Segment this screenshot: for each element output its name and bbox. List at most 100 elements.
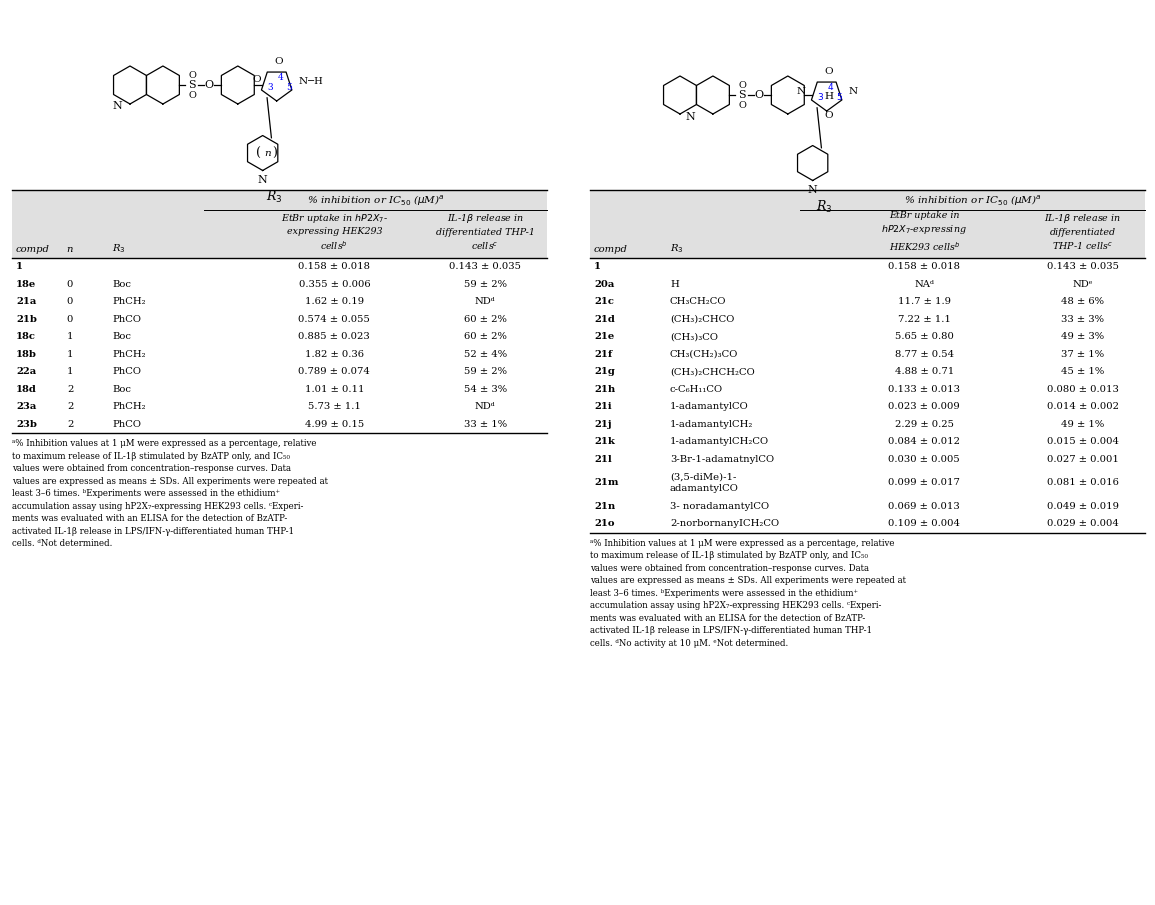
Text: S: S (738, 90, 746, 100)
Text: 45 ± 1%: 45 ± 1% (1061, 367, 1104, 376)
Text: N: N (299, 77, 307, 85)
Text: 2: 2 (67, 402, 73, 411)
Text: 7.22 ± 1.1: 7.22 ± 1.1 (897, 315, 951, 324)
Text: 2.29 ± 0.25: 2.29 ± 0.25 (895, 420, 954, 429)
Text: % inhibition or IC$_{50}$ ($\mu$M)$^a$: % inhibition or IC$_{50}$ ($\mu$M)$^a$ (903, 194, 1042, 208)
Text: 1: 1 (67, 367, 73, 376)
Text: O: O (275, 58, 283, 66)
Text: ): ) (273, 147, 277, 159)
Text: 18e: 18e (16, 280, 36, 289)
Text: 21j: 21j (594, 420, 612, 429)
Text: 33 ± 3%: 33 ± 3% (1061, 315, 1104, 324)
Text: n: n (264, 149, 271, 158)
Text: 52 ± 4%: 52 ± 4% (463, 349, 507, 358)
Text: O: O (825, 68, 833, 77)
Text: 0.574 ± 0.055: 0.574 ± 0.055 (298, 315, 371, 324)
Text: PhCH₂: PhCH₂ (112, 349, 146, 358)
Text: 1-adamantylCH₂: 1-adamantylCH₂ (670, 420, 753, 429)
Text: O: O (755, 90, 763, 100)
Text: (CH₃)₃CO: (CH₃)₃CO (670, 332, 718, 341)
Text: 37 ± 1%: 37 ± 1% (1061, 349, 1104, 358)
Text: 23b: 23b (16, 420, 37, 429)
Text: 2: 2 (67, 385, 73, 394)
Text: 33 ± 1%: 33 ± 1% (463, 420, 507, 429)
Text: N: N (849, 87, 858, 96)
Text: 0: 0 (67, 297, 73, 306)
Text: 18b: 18b (16, 349, 37, 358)
Text: PhCO: PhCO (112, 420, 141, 429)
Text: PhCH₂: PhCH₂ (112, 402, 146, 411)
Text: 0.885 ± 0.023: 0.885 ± 0.023 (298, 332, 371, 341)
Text: 0.084 ± 0.012: 0.084 ± 0.012 (888, 437, 960, 446)
Text: 2: 2 (67, 420, 73, 429)
Text: 1.62 ± 0.19: 1.62 ± 0.19 (305, 297, 364, 306)
Text: PhCO: PhCO (112, 315, 141, 324)
Text: 18d: 18d (16, 385, 37, 394)
Text: 20a: 20a (594, 280, 614, 289)
Text: 23a: 23a (16, 402, 36, 411)
Text: 21g: 21g (594, 367, 614, 376)
Text: 21o: 21o (594, 519, 614, 529)
Text: Boc: Boc (112, 332, 131, 341)
Text: 48 ± 6%: 48 ± 6% (1061, 297, 1104, 306)
Text: NDᵉ: NDᵉ (1073, 280, 1093, 289)
Text: 1-adamantylCH₂CO: 1-adamantylCH₂CO (670, 437, 769, 446)
Text: R$_3$: R$_3$ (670, 243, 684, 255)
Text: N: N (258, 176, 268, 186)
Text: 4.99 ± 0.15: 4.99 ± 0.15 (305, 420, 364, 429)
Text: 1.01 ± 0.11: 1.01 ± 0.11 (305, 385, 364, 394)
Text: 21k: 21k (594, 437, 614, 446)
Text: 1: 1 (16, 262, 23, 272)
Text: 1: 1 (67, 332, 73, 341)
Text: 21a: 21a (16, 297, 36, 306)
Text: 3: 3 (268, 82, 273, 91)
Text: CH₃(CH₂)₃CO: CH₃(CH₂)₃CO (670, 349, 738, 358)
Text: 21c: 21c (594, 297, 613, 306)
Text: 2-norbornanyICH₂CO: 2-norbornanyICH₂CO (670, 519, 780, 529)
Text: 60 ± 2%: 60 ± 2% (464, 315, 507, 324)
Text: 3: 3 (818, 92, 824, 101)
Text: Boc: Boc (112, 280, 131, 289)
Text: 21e: 21e (594, 332, 614, 341)
Text: O: O (188, 90, 196, 100)
Text: 3- noradamantylCO: 3- noradamantylCO (670, 501, 769, 510)
Text: NAᵈ: NAᵈ (915, 280, 934, 289)
Text: 0.023 ± 0.009: 0.023 ± 0.009 (888, 402, 960, 411)
Text: 0.158 ± 0.018: 0.158 ± 0.018 (888, 262, 960, 272)
Text: 18c: 18c (16, 332, 36, 341)
Text: compd: compd (594, 244, 628, 253)
Text: (3,5-diMe)-1-
adamantylCO: (3,5-diMe)-1- adamantylCO (670, 472, 739, 493)
Text: 21m: 21m (594, 478, 618, 487)
Text: 0.109 ± 0.004: 0.109 ± 0.004 (888, 519, 960, 529)
Text: PhCO: PhCO (112, 367, 141, 376)
Text: 59 ± 2%: 59 ± 2% (464, 280, 507, 289)
Text: N: N (807, 186, 818, 195)
Text: N: N (686, 111, 695, 121)
Text: 21d: 21d (594, 315, 614, 324)
Text: NDᵈ: NDᵈ (475, 297, 495, 306)
Text: 54 ± 3%: 54 ± 3% (463, 385, 507, 394)
Text: 49 ± 1%: 49 ± 1% (1061, 420, 1104, 429)
Text: 0.143 ± 0.035: 0.143 ± 0.035 (449, 262, 521, 272)
Text: compd: compd (16, 244, 50, 253)
Text: O: O (204, 80, 214, 90)
Text: 0.029 ± 0.004: 0.029 ± 0.004 (1046, 519, 1119, 529)
Text: EtBr uptake in
$hP2X_7$-expressing
HEK293 cells$^b$: EtBr uptake in $hP2X_7$-expressing HEK29… (881, 211, 967, 252)
Text: 0.355 ± 0.006: 0.355 ± 0.006 (298, 280, 370, 289)
Text: 21l: 21l (594, 454, 612, 463)
Text: O: O (738, 81, 746, 90)
Text: 0: 0 (67, 280, 73, 289)
Text: N: N (113, 100, 122, 110)
Text: ᵃ% Inhibition values at 1 μM were expressed as a percentage, relative
to maximum: ᵃ% Inhibition values at 1 μM were expres… (590, 538, 906, 647)
Text: 22a: 22a (16, 367, 36, 376)
Text: 5: 5 (285, 82, 291, 91)
Text: 0.015 ± 0.004: 0.015 ± 0.004 (1046, 437, 1119, 446)
Text: 5: 5 (836, 92, 842, 101)
Text: 49 ± 3%: 49 ± 3% (1061, 332, 1104, 341)
Text: 0.080 ± 0.013: 0.080 ± 0.013 (1046, 385, 1119, 394)
Text: 4: 4 (278, 72, 283, 81)
Text: 0.069 ± 0.013: 0.069 ± 0.013 (888, 501, 960, 510)
Text: 1-adamantylCO: 1-adamantylCO (670, 402, 748, 411)
Bar (12, 190, 547, 258)
Text: 0.049 ± 0.019: 0.049 ± 0.019 (1046, 501, 1119, 510)
